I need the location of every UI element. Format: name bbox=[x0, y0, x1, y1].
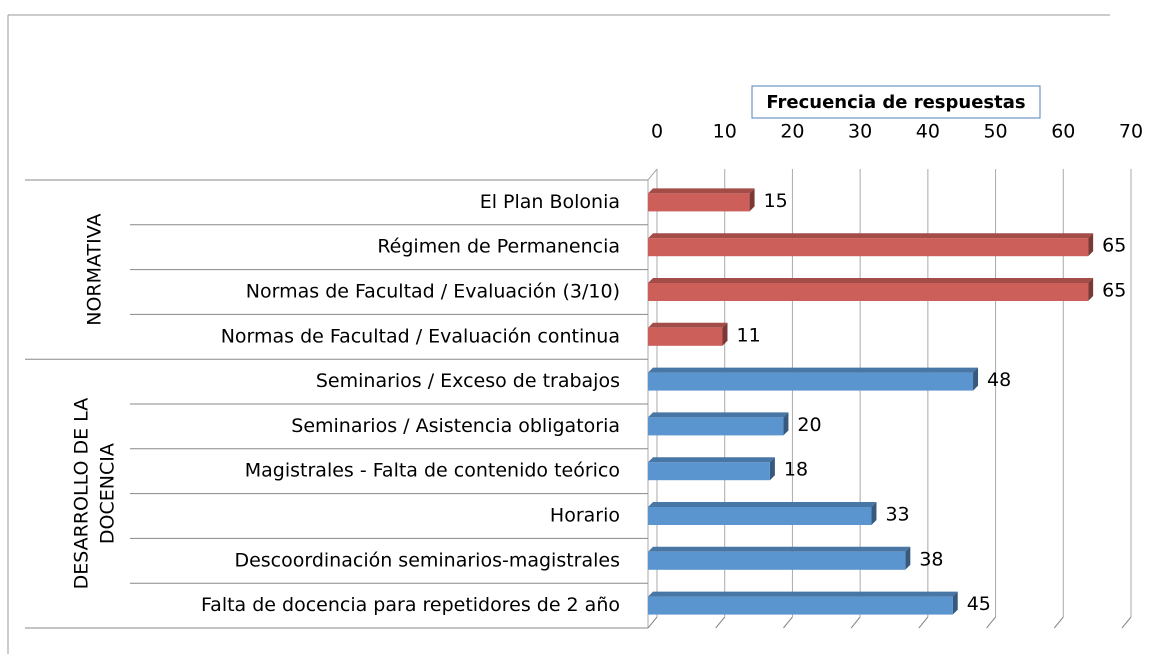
value-label: 65 bbox=[1102, 235, 1126, 257]
bar-top bbox=[648, 233, 1094, 239]
bar-side bbox=[783, 412, 789, 436]
bar bbox=[648, 591, 958, 615]
bar bbox=[648, 278, 1094, 301]
x-tick-label: 40 bbox=[916, 121, 940, 143]
bar-side bbox=[749, 188, 755, 212]
bar bbox=[648, 233, 1094, 257]
floor-tick bbox=[715, 616, 726, 629]
x-tick-label: 10 bbox=[713, 121, 737, 143]
x-tick-label: 30 bbox=[848, 121, 872, 143]
bar-top bbox=[648, 322, 728, 328]
bar-top bbox=[648, 278, 1094, 283]
bar bbox=[648, 322, 728, 346]
bar-top bbox=[648, 502, 877, 507]
y-tick-label: Normas de Facultad / Evaluación continua bbox=[221, 325, 620, 347]
y-tick-label: Magistrales - Falta de contenido teórico bbox=[245, 460, 620, 482]
value-label: 20 bbox=[797, 414, 821, 436]
value-label: 48 bbox=[987, 369, 1011, 391]
bar-front bbox=[648, 193, 750, 212]
legend-title: Frecuencia de respuestas bbox=[766, 92, 1025, 113]
bar-side bbox=[722, 322, 728, 346]
value-label: 33 bbox=[885, 504, 909, 526]
bar-front bbox=[648, 372, 974, 391]
y-tick-label: Horario bbox=[550, 505, 620, 527]
axis-wall bbox=[647, 168, 658, 181]
y-tick-label: Seminarios / Asistencia obligatoria bbox=[291, 415, 620, 437]
bar-front bbox=[648, 462, 770, 481]
bar-side bbox=[952, 591, 958, 615]
value-label: 15 bbox=[764, 190, 788, 212]
bar-top bbox=[648, 412, 789, 418]
y-tick-label: El Plan Bolonia bbox=[480, 191, 620, 213]
y-tick-label: Normas de Facultad / Evaluación (3/10) bbox=[246, 281, 620, 303]
floor-tick bbox=[918, 616, 929, 629]
y-tick-label: Seminarios / Exceso de trabajos bbox=[316, 370, 620, 392]
bar-front bbox=[648, 507, 872, 525]
floor-tick bbox=[1053, 616, 1064, 629]
group-label: DESARROLLO DE LA bbox=[71, 398, 93, 590]
y-tick-label: Descoordinación seminarios-magistrales bbox=[234, 549, 620, 571]
bar-side bbox=[1088, 278, 1094, 301]
bar bbox=[648, 546, 911, 570]
floor-tick bbox=[1121, 616, 1132, 629]
x-tick-label: 70 bbox=[1119, 121, 1143, 143]
y-tick-label: Falta de docencia para repetidores de 2 … bbox=[201, 594, 620, 616]
x-tick-label: 50 bbox=[983, 121, 1007, 143]
value-label: 45 bbox=[967, 593, 991, 615]
floor-tick bbox=[850, 616, 861, 629]
bar bbox=[648, 457, 775, 481]
bar-side bbox=[769, 457, 775, 481]
floor-tick bbox=[986, 616, 996, 629]
bar-front bbox=[648, 238, 1089, 257]
bar-front bbox=[648, 551, 906, 570]
group-label: DOCENCIA bbox=[97, 443, 119, 544]
x-tick-label: 0 bbox=[651, 121, 663, 143]
value-label: 11 bbox=[736, 324, 760, 346]
bar-side bbox=[905, 546, 911, 570]
floor-tick bbox=[783, 616, 793, 629]
bar-top bbox=[648, 591, 958, 597]
value-label: 18 bbox=[784, 459, 808, 481]
x-tick-label: 60 bbox=[1051, 121, 1075, 143]
bar-front bbox=[648, 417, 784, 436]
group-label: NORMATIVA bbox=[84, 213, 106, 325]
bar-side bbox=[1088, 233, 1094, 257]
floor-tick bbox=[647, 616, 658, 629]
bar bbox=[648, 367, 979, 391]
bar-front bbox=[648, 596, 953, 615]
bar-top bbox=[648, 367, 979, 373]
y-tick-label: Régimen de Permanencia bbox=[377, 236, 620, 258]
bar-side bbox=[973, 367, 979, 391]
legend-box bbox=[751, 85, 1041, 119]
value-label: 65 bbox=[1102, 280, 1126, 302]
bar bbox=[648, 502, 877, 525]
bar-top bbox=[648, 457, 775, 463]
bar bbox=[648, 188, 755, 212]
bar-top bbox=[648, 546, 911, 552]
value-label: 38 bbox=[919, 548, 943, 570]
bar-top bbox=[648, 188, 755, 194]
x-tick-label: 20 bbox=[780, 121, 804, 143]
bar-front bbox=[648, 283, 1089, 301]
bar-side bbox=[871, 502, 877, 525]
bar bbox=[648, 412, 789, 436]
bar-front bbox=[648, 327, 723, 346]
